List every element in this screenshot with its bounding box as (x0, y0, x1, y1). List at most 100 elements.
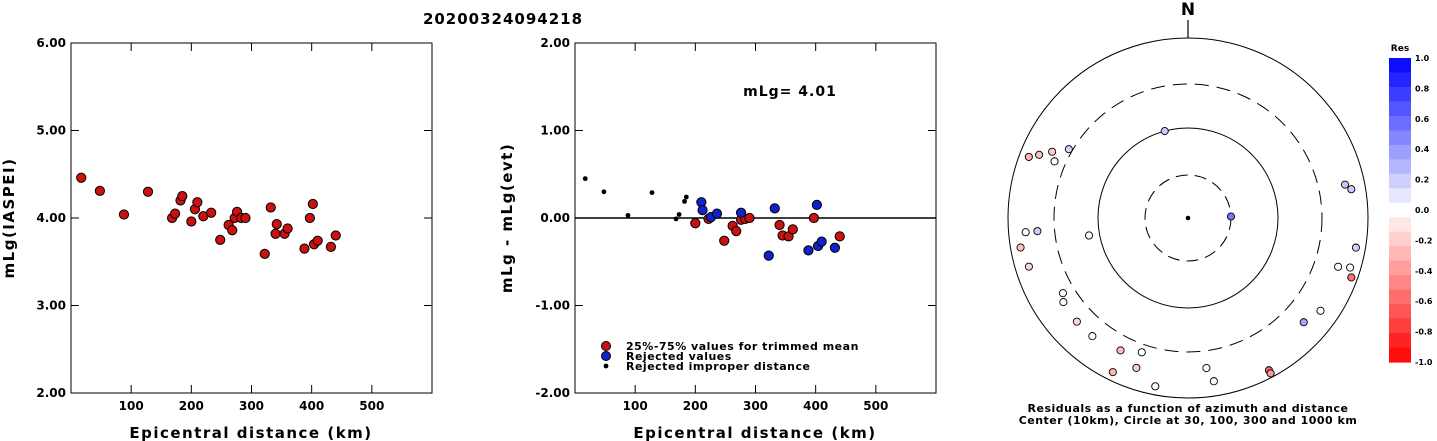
residual-point (1084, 231, 1094, 240)
colorbar-cells (1389, 58, 1411, 363)
data-point (803, 245, 814, 256)
colorbar-tick-label: -1.0 (1415, 358, 1433, 367)
residual-point (1064, 145, 1073, 154)
data-point (169, 208, 181, 219)
residual-point (1033, 227, 1042, 236)
data-point (719, 235, 730, 246)
data-point (282, 223, 293, 234)
x-tick-label: 100 (119, 399, 144, 413)
x-axis-label: Epicentral distance (km) (633, 424, 876, 441)
ring-1000km (1007, 37, 1369, 399)
figure-title: 20200324094218 (423, 10, 583, 28)
colorbar-tick-label: 0.8 (1415, 84, 1430, 93)
colorbar-cell (1389, 58, 1411, 74)
data-point (118, 209, 130, 220)
data-points (76, 172, 341, 259)
residual-point (1316, 306, 1325, 315)
x-tick-label: 300 (743, 399, 768, 413)
data-point (690, 218, 701, 229)
colorbar-tick-labels: 1.0 0.8 0.6 0.4 0.2 0.0 -0.2 -0.4 -0.6 -0.8 -1.0 (1415, 54, 1433, 367)
data-point (312, 235, 323, 246)
residual-point (1334, 262, 1343, 271)
legend-marker-improper-distance (603, 363, 609, 369)
magnitude-vs-distance-chart: Epicentral distance (km) mLg(IASPEI) 2.0… (0, 36, 433, 441)
colorbar-cell (1389, 289, 1411, 305)
legend-label-rejected: Rejected values (626, 350, 732, 363)
residual-point (1346, 263, 1355, 272)
data-point (808, 212, 819, 224)
residual-point (1016, 243, 1025, 252)
legend-marker-rejected (601, 351, 611, 361)
data-point (227, 225, 238, 236)
residual-point (1137, 348, 1146, 357)
colorbar-tick-label: -0.8 (1415, 328, 1433, 337)
data-point (76, 172, 87, 183)
y-tick-label: 5.00 (36, 124, 66, 138)
data-point (307, 198, 318, 210)
residual-colorbar: Res 1.0 0.8 0.6 0.4 0.2 0.0 -0.2 -0.4 -0.6 -0.8 -1… (1389, 44, 1433, 367)
residual-point (1266, 369, 1275, 378)
legend-marker-trimmed-mean (601, 341, 611, 351)
data-point (325, 241, 337, 252)
residual-point (1116, 346, 1125, 355)
residual-point (1340, 180, 1350, 189)
data-point (774, 219, 785, 231)
data-point (177, 191, 188, 202)
colorbar-cell (1389, 159, 1411, 175)
residual-point (1108, 368, 1117, 377)
ring-100km (1097, 127, 1279, 309)
residual-point (1048, 147, 1057, 156)
colorbar-cell (1389, 86, 1411, 103)
north-label: N (1181, 0, 1195, 20)
data-point (649, 190, 655, 196)
residual-point (1226, 212, 1236, 221)
colorbar-cell (1389, 275, 1411, 291)
residual-point (1024, 152, 1033, 161)
residual-point (1059, 298, 1068, 307)
colorbar-tick-label: 0.0 (1415, 206, 1430, 215)
colorbar-cell (1389, 188, 1411, 204)
data-point (304, 212, 315, 224)
y-axis-label: mLg(IASPEI) (0, 158, 18, 279)
colorbar-cell (1389, 231, 1411, 247)
data-point (582, 176, 588, 182)
x-tick-labels: 100 200 300 400 500 (623, 43, 888, 413)
data-point (744, 212, 755, 224)
x-tick-labels: 100 200 300 400 500 (119, 43, 384, 413)
colorbar-label: Res (1391, 44, 1409, 54)
data-point (816, 236, 827, 247)
colorbar-cell (1389, 101, 1411, 117)
data-point (142, 186, 154, 197)
residual-point (1058, 289, 1067, 298)
residual-point (1202, 363, 1211, 373)
data-point (763, 250, 774, 261)
ring-300km (1053, 83, 1323, 353)
colorbar-tick-label: 0.2 (1415, 176, 1429, 185)
colorbar-cell (1389, 260, 1411, 276)
azimuth-residual-plot: N Residuals as a function of azimuth and… (1007, 0, 1369, 427)
residual-point (1021, 228, 1030, 237)
data-points (582, 176, 845, 261)
data-point (787, 224, 798, 235)
data-point (299, 243, 310, 254)
residual-point (1072, 317, 1081, 326)
polar-caption-line2: Center (10km), Circle at 30, 100, 300 an… (1019, 414, 1358, 427)
colorbar-cell (1389, 115, 1411, 131)
residual-point (1024, 262, 1033, 271)
x-tick-label: 200 (179, 399, 204, 413)
data-point (676, 212, 682, 217)
data-point (731, 226, 742, 237)
colorbar-tick-label: 0.6 (1415, 115, 1430, 124)
colorbar-tick-label: -0.2 (1415, 236, 1433, 245)
polar-caption-line1: Residuals as a function of azimuth and d… (1028, 402, 1349, 415)
y-tick-label: 1.00 (540, 124, 570, 138)
colorbar-tick-label: -0.6 (1415, 297, 1433, 306)
residual-point (1088, 332, 1097, 341)
data-point (829, 242, 841, 253)
x-tick-label: 300 (239, 399, 264, 413)
colorbar-cell (1389, 246, 1411, 262)
data-point (711, 208, 723, 219)
colorbar-cell (1389, 217, 1411, 233)
residual-point (1160, 127, 1169, 136)
